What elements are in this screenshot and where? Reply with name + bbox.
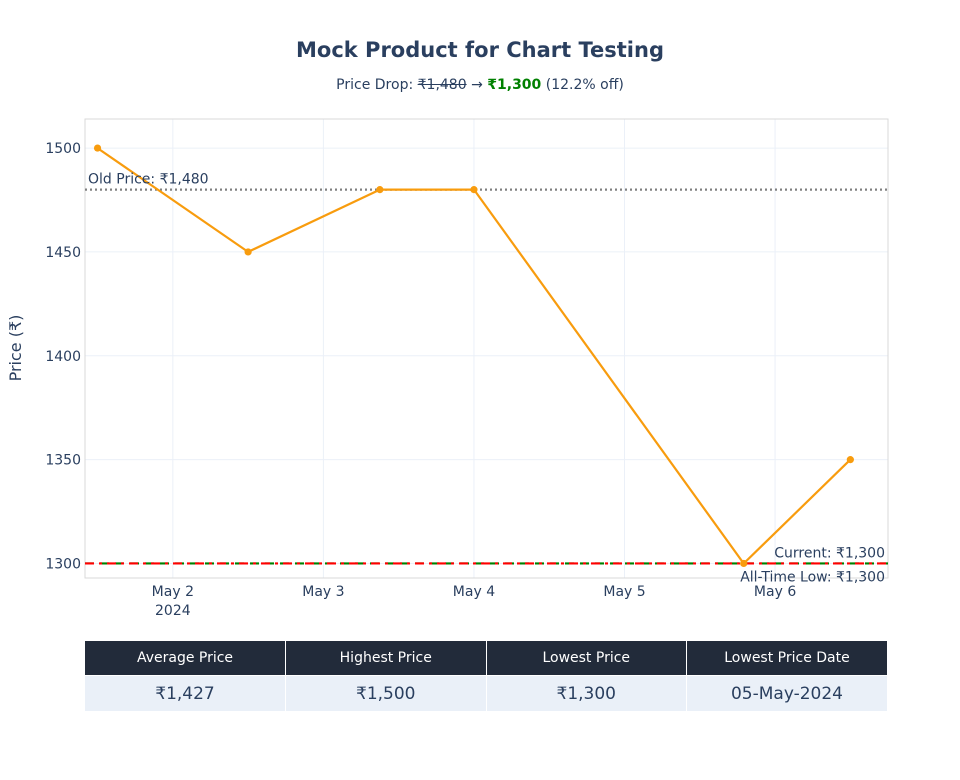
stats-table: Average Price Highest Price Lowest Price…	[85, 641, 887, 711]
price-point	[740, 560, 747, 567]
y-tick-label: 1500	[45, 141, 81, 157]
header-highest-price: Highest Price	[286, 641, 487, 676]
current-price-line-label: Current: ₹1,300	[774, 545, 885, 561]
plot-frame	[85, 119, 888, 578]
y-tick-label: 1300	[45, 556, 81, 572]
price-point	[245, 248, 252, 255]
grid	[85, 119, 888, 578]
y-axis-title: Price (₹)	[6, 315, 25, 382]
price-point	[847, 456, 854, 463]
value-highest-price: ₹1,500	[286, 676, 487, 712]
old-price-line-label: Old Price: ₹1,480	[88, 172, 209, 188]
y-tick-label: 1350	[45, 453, 81, 469]
x-tick-year-label: 2024	[155, 603, 191, 619]
stats-header-row: Average Price Highest Price Lowest Price…	[85, 641, 887, 676]
stats-value-row: ₹1,427 ₹1,500 ₹1,300 05-May-2024	[85, 676, 887, 712]
y-tick-label: 1450	[45, 245, 81, 261]
x-tick-label: May 3	[302, 584, 344, 600]
value-lowest-price: ₹1,300	[486, 676, 687, 712]
price-point	[94, 144, 101, 151]
header-average-price: Average Price	[85, 641, 286, 676]
value-lowest-price-date: 05-May-2024	[687, 676, 888, 712]
reference-lines	[85, 190, 888, 564]
x-tick-label: May 5	[603, 584, 645, 600]
header-lowest-price: Lowest Price	[486, 641, 687, 676]
value-average-price: ₹1,427	[85, 676, 286, 712]
price-point	[470, 186, 477, 193]
header-lowest-price-date: Lowest Price Date	[687, 641, 888, 676]
price-point	[376, 186, 383, 193]
axes: 1300 1350 1400 1450 1500 May 2 2024 May 3 May 4 M…	[45, 141, 796, 619]
y-tick-label: 1400	[45, 349, 81, 365]
x-tick-label: May 4	[453, 584, 495, 600]
x-tick-label: May 2	[152, 584, 194, 600]
x-tick-label: May 6	[754, 584, 796, 600]
